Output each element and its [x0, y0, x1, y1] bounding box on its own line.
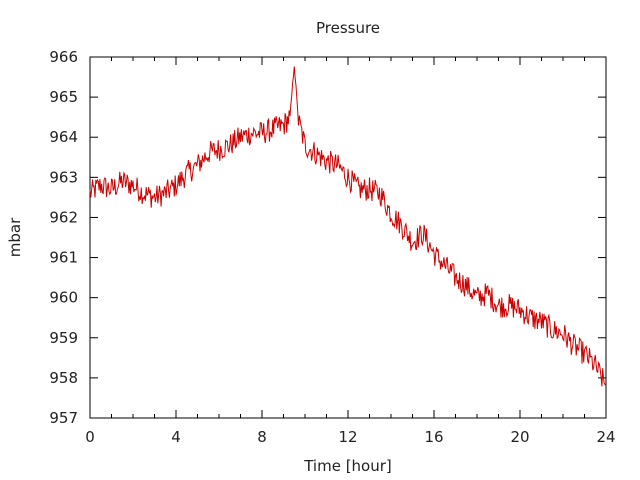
y-tick-label: 964: [49, 128, 78, 146]
y-tick-label: 965: [49, 88, 78, 106]
x-tick-label: 0: [85, 428, 95, 446]
y-tick-label: 961: [49, 249, 78, 267]
y-tick-label: 960: [49, 289, 78, 307]
plot-frame: [89, 56, 607, 419]
x-axis-label: Time [hour]: [303, 457, 392, 475]
y-tick-label: 963: [49, 168, 78, 186]
chart-title: Pressure: [316, 19, 380, 37]
y-tick-label: 959: [49, 329, 78, 347]
x-tick-label: 12: [338, 428, 357, 446]
y-tick-label: 966: [49, 48, 78, 66]
y-axis-label: mbar: [6, 217, 24, 257]
plot-area: 957 958 959 960 961 962 963 964 965 966 0 4 8 12 16 20 2…: [49, 48, 615, 446]
x-tick-label: 24: [596, 428, 615, 446]
x-tick-label: 16: [424, 428, 443, 446]
x-tick-label: 20: [510, 428, 529, 446]
x-tick-label: 8: [257, 428, 267, 446]
x-tick-label: 4: [171, 428, 181, 446]
y-tick-label: 957: [49, 409, 78, 427]
y-tick-label: 962: [49, 208, 78, 226]
y-tick-label: 958: [49, 369, 78, 387]
pressure-series-line: [89, 66, 607, 387]
